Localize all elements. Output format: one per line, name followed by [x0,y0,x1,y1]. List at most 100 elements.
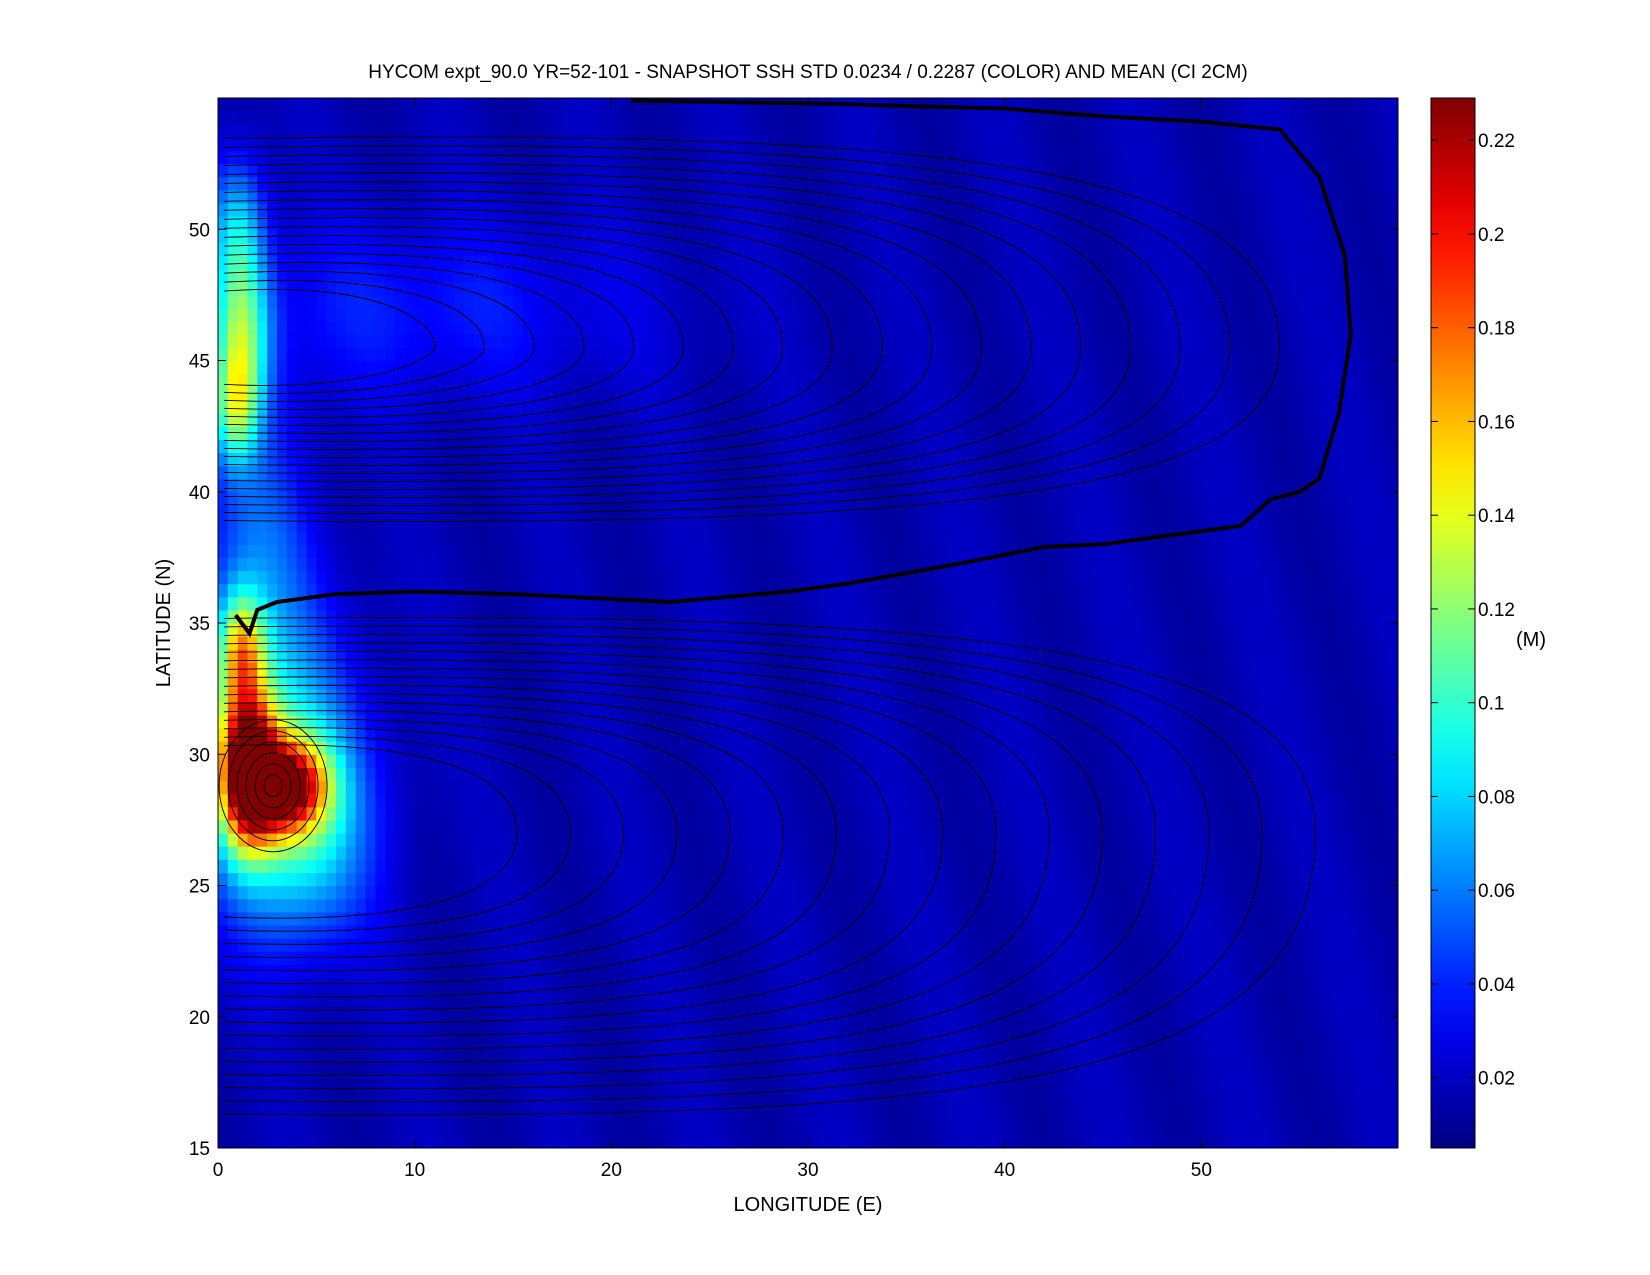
heat-cell [660,609,671,624]
heat-cell [316,1056,327,1070]
heat-cell [709,885,721,900]
heat-cell [1201,924,1212,939]
heat-cell [690,833,701,847]
heat-cell [218,833,229,847]
heat-cell [503,1095,514,1110]
heat-cell [1270,636,1281,650]
heat-cell [1339,819,1350,834]
heat-cell [1122,1069,1134,1084]
heat-cell [985,885,996,900]
heat-cell [817,623,829,637]
heat-cell [286,911,298,926]
heat-cell [1201,1108,1212,1123]
heat-cell [503,819,514,834]
heat-cell [935,754,947,769]
heat-cell [837,964,848,979]
heat-cell [729,1095,740,1110]
heat-cell [1073,898,1084,913]
heat-cell [1014,819,1025,834]
heat-cell [1339,846,1350,860]
heat-cell [1388,1029,1398,1044]
heat-cell [316,1095,327,1110]
heat-cell [218,596,229,611]
heat-cell [522,714,534,729]
heat-cell [277,623,288,637]
heat-cell [247,1016,258,1031]
heat-cell [247,833,258,847]
heat-cell [788,1108,799,1123]
heat-cell [532,898,544,913]
heat-cell [1053,649,1065,664]
heat-cell [886,780,898,795]
heat-cell [316,924,327,939]
heat-cell [483,793,494,808]
heat-cell [827,1016,839,1031]
heat-cell [542,1095,553,1110]
heat-cell [503,951,514,965]
heat-cell [719,1016,730,1031]
heat-cell [454,846,465,860]
heat-cell [365,1029,376,1044]
heat-cell [1240,649,1252,664]
heat-cell [945,885,957,900]
heat-cell [1044,688,1055,703]
heat-cell [1240,714,1252,729]
heat-cell [306,1134,317,1148]
heat-cell [847,1069,858,1084]
heat-cell [218,793,229,808]
heat-cell [955,701,966,716]
heat-cell [945,1003,957,1018]
heat-cell [1181,1056,1193,1070]
heat-cell [1073,662,1084,677]
heat-cell [562,596,573,611]
heat-cell [935,688,947,703]
heat-cell [719,701,730,716]
heat-cell [454,675,465,690]
heat-cell [1309,688,1320,703]
heat-cell [985,819,996,834]
heat-cell [994,898,1006,913]
heat-cell [1053,701,1065,716]
heat-cell [1171,806,1183,821]
heat-cell [808,938,819,952]
heat-cell [768,911,780,926]
heat-cell [1309,898,1320,913]
heat-cell [1132,951,1143,965]
heat-cell [503,833,514,847]
heat-cell [414,1069,426,1084]
heat-cell [975,649,986,664]
heat-cell [719,662,730,677]
heat-cell [1280,898,1291,913]
heat-cell [670,1069,681,1084]
heat-cell [690,623,701,637]
heat-cell [837,780,848,795]
heat-cell [798,911,809,926]
heat-cell [640,1134,652,1148]
heat-cell [434,596,445,611]
heat-cell [1152,754,1163,769]
heat-cell [1329,938,1340,952]
heat-cell [1112,977,1124,992]
heat-cell [1083,938,1094,952]
heat-cell [1162,951,1173,965]
heat-cell [1004,1029,1016,1044]
heat-cell [463,793,475,808]
heat-cell [817,701,829,716]
heat-cell [454,728,465,742]
heat-cell [1014,1095,1025,1110]
heat-cell [316,1108,327,1123]
heat-cell [690,741,701,755]
heat-cell [513,1134,524,1148]
heat-cell [945,1029,957,1044]
heat-cell [994,833,1006,847]
heat-cell [1388,806,1398,821]
heat-cell [218,1069,229,1084]
heat-cell [1368,623,1379,637]
heat-cell [906,649,917,664]
heat-cell [837,1121,848,1136]
heat-cell [1083,793,1094,808]
heat-cell [1289,780,1301,795]
heat-cell [257,924,268,939]
heat-cell [985,1134,996,1148]
heat-cell [552,911,563,926]
